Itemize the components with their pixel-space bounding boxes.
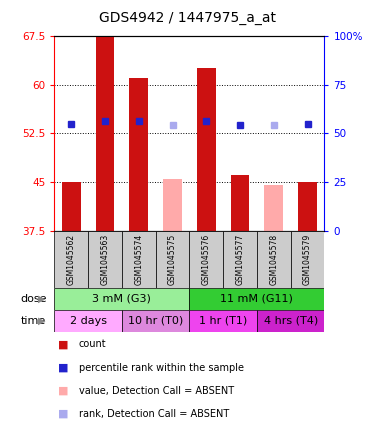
Text: GSM1045574: GSM1045574 (134, 233, 143, 285)
Text: GSM1045575: GSM1045575 (168, 233, 177, 285)
Text: 2 days: 2 days (70, 316, 106, 326)
Text: GSM1045563: GSM1045563 (100, 233, 109, 285)
Bar (197, 69, 216, 231)
Text: GDS4942 / 1447975_a_at: GDS4942 / 1447975_a_at (99, 11, 276, 25)
Text: ■: ■ (58, 339, 69, 349)
Bar (156, 231, 189, 288)
Bar (189, 310, 257, 332)
Text: ■: ■ (58, 363, 69, 373)
Text: ▶: ▶ (38, 294, 45, 304)
Text: dose: dose (21, 294, 47, 304)
Bar (189, 231, 223, 288)
Text: GSM1045562: GSM1045562 (67, 233, 76, 285)
Bar (62, 182, 81, 231)
Text: 3 mM (G3): 3 mM (G3) (92, 294, 151, 304)
Bar (54, 231, 88, 288)
Text: GSM1045579: GSM1045579 (303, 233, 312, 285)
Text: GSM1045576: GSM1045576 (202, 233, 211, 285)
Bar (163, 179, 182, 231)
Bar (257, 231, 291, 288)
Bar (96, 36, 114, 231)
Bar (257, 310, 324, 332)
Bar (223, 231, 257, 288)
Text: percentile rank within the sample: percentile rank within the sample (79, 363, 244, 373)
Text: ▶: ▶ (38, 316, 45, 326)
Bar (122, 231, 156, 288)
Text: 11 mM (G11): 11 mM (G11) (220, 294, 293, 304)
Text: 4 hrs (T4): 4 hrs (T4) (264, 316, 318, 326)
Bar (298, 182, 317, 231)
Text: GSM1045577: GSM1045577 (236, 233, 244, 285)
Bar (54, 310, 122, 332)
Text: GSM1045578: GSM1045578 (269, 233, 278, 285)
Bar (264, 185, 283, 231)
Bar (122, 310, 189, 332)
Text: rank, Detection Call = ABSENT: rank, Detection Call = ABSENT (79, 409, 229, 419)
Text: ■: ■ (58, 386, 69, 396)
Text: count: count (79, 339, 106, 349)
Text: value, Detection Call = ABSENT: value, Detection Call = ABSENT (79, 386, 234, 396)
Text: time: time (21, 316, 46, 326)
Text: 1 hr (T1): 1 hr (T1) (199, 316, 247, 326)
Text: ■: ■ (58, 409, 69, 419)
Text: 10 hr (T0): 10 hr (T0) (128, 316, 183, 326)
Bar (291, 231, 324, 288)
Bar (88, 231, 122, 288)
Bar (231, 176, 249, 231)
Bar (189, 288, 324, 310)
Bar (54, 288, 189, 310)
Bar (129, 78, 148, 231)
